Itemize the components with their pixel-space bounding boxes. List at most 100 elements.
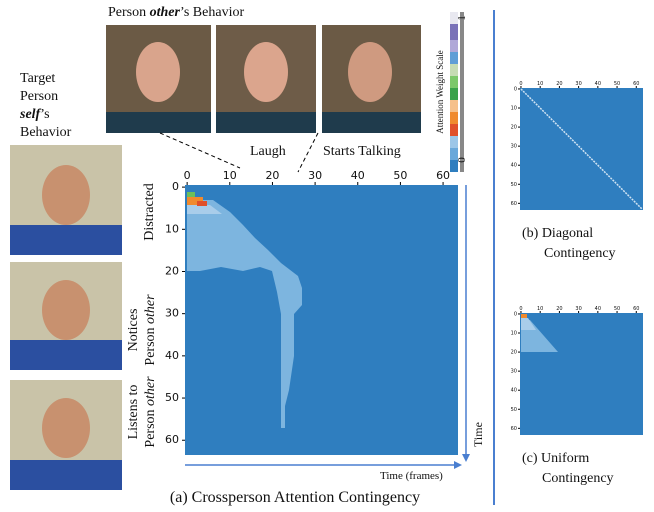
shape xyxy=(450,64,458,76)
scale-min: 0 xyxy=(456,157,468,163)
main-ticks: 0 10 20 30 40 50 60 0 10 20 30 40 50 60 xyxy=(165,169,450,446)
caption: (b) Diagonal xyxy=(522,226,593,241)
y-tick-label: 60 xyxy=(511,426,517,432)
heatmap-cell xyxy=(187,197,203,205)
x-tick-label: 40 xyxy=(351,169,365,182)
row-label: Listens to xyxy=(126,385,141,440)
text: other xyxy=(143,294,158,324)
y-tick-label: 40 xyxy=(511,163,517,169)
row-label: Notices xyxy=(126,309,141,352)
shape xyxy=(450,52,458,64)
heatmap-cell xyxy=(187,192,195,197)
text: ’s xyxy=(40,107,49,122)
heatmap-cell xyxy=(521,314,527,318)
left-title: Behavior xyxy=(20,125,72,140)
y-tick-label: 0 xyxy=(514,86,517,92)
uniform-ticks: 0 10 20 30 40 50 60 0 10 20 30 40 50 60 xyxy=(511,306,640,432)
x-axis-label: Time (frames) xyxy=(380,470,443,482)
photo-caption: Laugh xyxy=(250,144,286,159)
heatmap-region xyxy=(521,318,536,330)
photo-caption: Starts Talking xyxy=(323,144,401,159)
y-tick-label: 10 xyxy=(511,106,517,112)
shape xyxy=(450,76,458,88)
left-title: Target xyxy=(20,71,55,86)
scale-max: 1 xyxy=(456,15,468,21)
x-tick-label: 50 xyxy=(393,169,407,182)
shape xyxy=(322,112,421,133)
shape xyxy=(450,112,458,124)
x-tick-label: 30 xyxy=(575,81,581,87)
text: Person xyxy=(108,5,146,20)
color-scale xyxy=(450,12,464,172)
x-tick-label: 10 xyxy=(537,306,543,312)
heatmap-region xyxy=(187,200,302,428)
x-tick-label: 60 xyxy=(436,169,450,182)
connector xyxy=(297,132,319,173)
x-tick-label: 40 xyxy=(595,81,601,87)
x-tick-label: 50 xyxy=(614,81,620,87)
connector xyxy=(159,132,241,169)
shape xyxy=(450,148,458,160)
y-axis-label: Time xyxy=(471,422,485,447)
x-tick-label: 40 xyxy=(595,306,601,312)
y-tick-label: 20 xyxy=(165,264,179,277)
photos-other xyxy=(106,25,421,133)
x-tick-label: 20 xyxy=(556,306,562,312)
y-tick-label: 50 xyxy=(511,407,517,413)
y-tick-label: 20 xyxy=(511,350,517,356)
y-tick-label: 10 xyxy=(511,331,517,337)
y-tick-label: 20 xyxy=(511,125,517,131)
shape xyxy=(348,42,392,102)
y-tick-label: 30 xyxy=(165,307,179,320)
x-tick-label: 50 xyxy=(614,306,620,312)
y-tick-label: 50 xyxy=(511,182,517,188)
shape xyxy=(10,225,122,255)
y-tick-label: 0 xyxy=(514,311,517,317)
shape xyxy=(460,12,464,172)
row-label: Person other xyxy=(143,376,158,448)
heatmap-region xyxy=(187,205,222,214)
text: Person xyxy=(143,327,158,365)
x-tick-label: 30 xyxy=(575,306,581,312)
shape xyxy=(10,460,122,490)
shape xyxy=(216,112,316,133)
heatmap-cell xyxy=(197,201,207,206)
shape xyxy=(42,165,90,225)
top-title: Person other’s Behavior xyxy=(108,5,244,20)
text: self xyxy=(19,107,42,122)
shape xyxy=(244,42,288,102)
caption: (c) Uniform xyxy=(522,451,589,466)
scale-title: Attention Weight Scale xyxy=(435,50,445,134)
y-tick-label: 0 xyxy=(172,180,179,193)
x-tick-label: 0 xyxy=(184,169,191,182)
text: ’s Behavior xyxy=(180,5,244,20)
shape xyxy=(450,100,458,112)
y-tick-label: 10 xyxy=(165,222,179,235)
x-tick-label: 30 xyxy=(308,169,322,182)
shape xyxy=(136,42,180,102)
shape xyxy=(450,88,458,100)
photos-self xyxy=(10,145,122,490)
text: other xyxy=(143,376,158,406)
left-title: self’s xyxy=(19,107,50,122)
arrow-head xyxy=(454,461,462,469)
x-tick-label: 0 xyxy=(519,81,522,87)
text: other xyxy=(150,5,181,20)
y-tick-label: 60 xyxy=(165,433,179,446)
caption: Contingency xyxy=(544,246,616,261)
y-tick-label: 40 xyxy=(165,349,179,362)
left-title: Person xyxy=(20,89,58,104)
shape xyxy=(42,280,90,340)
y-tick-label: 30 xyxy=(511,144,517,150)
row-label: Distracted xyxy=(142,183,157,241)
x-tick-label: 20 xyxy=(265,169,279,182)
y-tick-label: 30 xyxy=(511,369,517,375)
caption: Contingency xyxy=(542,471,614,486)
shape xyxy=(450,124,458,136)
x-tick-label: 60 xyxy=(633,81,639,87)
shape xyxy=(10,340,122,370)
y-tick-label: 60 xyxy=(511,201,517,207)
